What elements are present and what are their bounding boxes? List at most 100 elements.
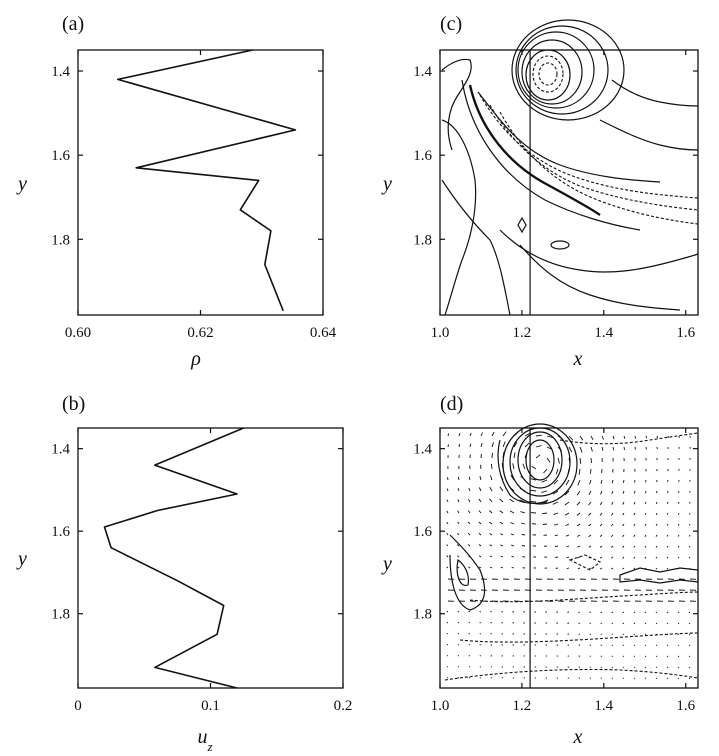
panel-a-xlabel: ρ [190, 348, 201, 370]
vector-arrow [530, 489, 537, 492]
vector-arrow [634, 479, 636, 483]
vector-arrow [588, 567, 592, 570]
vector-arrow [555, 468, 559, 475]
vector-arrow [458, 433, 461, 437]
y-tick-label: 1.4 [413, 64, 432, 80]
vector-arrow [480, 442, 483, 448]
vector-arrow [677, 534, 680, 537]
vector-arrow [611, 490, 614, 495]
vector-arrow [677, 677, 680, 679]
vector-arrow [535, 445, 542, 448]
vector-arrow [599, 534, 603, 538]
vector-arrow [588, 545, 592, 548]
vector-arrow [489, 566, 493, 569]
y-tick-label: 1.8 [51, 607, 70, 623]
vector-arrow [576, 523, 581, 527]
vector-arrow [633, 534, 636, 537]
vector-arrow [469, 432, 472, 437]
vector-arrow [468, 487, 471, 492]
vector-arrow [478, 510, 482, 514]
panel-c-outer-contour [441, 119, 477, 316]
panel-b-frame [77, 427, 344, 689]
y-tick-label: 1.4 [413, 442, 432, 458]
x-tick-label: 0.64 [310, 325, 337, 341]
vector-arrow [644, 622, 647, 625]
panel-c-label: (c) [440, 13, 462, 35]
vector-arrow [612, 446, 615, 451]
panel-c-front-curve [477, 91, 661, 183]
vector-arrow [524, 442, 530, 448]
vector-arrow [568, 446, 573, 453]
vector-arrow [633, 677, 636, 679]
panel-d-contours [444, 423, 699, 681]
vector-arrow [489, 510, 493, 514]
vector-arrow [666, 677, 669, 679]
vector-arrow [446, 621, 449, 624]
vector-arrow [589, 611, 592, 613]
vector-arrow [576, 490, 581, 496]
vector-arrow [577, 545, 581, 548]
vector-arrow [447, 444, 449, 448]
x-tick-label: 1.6 [676, 325, 695, 341]
vector-arrow [457, 632, 460, 635]
vector-arrow [677, 622, 680, 625]
vector-arrow [499, 498, 504, 503]
vector-arrow [457, 610, 460, 613]
panel-b: (b) 0 0.1 0.2 1.4 1.6 1.8 y uz [16, 393, 352, 754]
vector-arrow [645, 435, 648, 439]
panel-d-contour-ring [502, 423, 578, 505]
vector-arrow [530, 478, 537, 481]
vector-arrow [467, 510, 471, 514]
vector-arrow [655, 666, 658, 668]
vector-arrow [541, 479, 548, 483]
vector-arrow [576, 512, 581, 516]
vector-arrow [622, 490, 625, 494]
vector-arrow [554, 523, 559, 526]
vector-arrow [688, 534, 691, 537]
vector-arrow [555, 545, 559, 548]
vector-arrow [589, 468, 592, 474]
panel-a-label: (a) [62, 13, 84, 35]
vector-arrow [677, 523, 680, 526]
vector-arrow [590, 446, 593, 452]
vector-arrow [688, 644, 691, 647]
vector-arrow [611, 611, 614, 614]
vector-arrow [588, 512, 592, 516]
vector-arrow [688, 611, 691, 614]
panel-b-label: (b) [62, 393, 85, 415]
vector-arrow [666, 523, 669, 526]
panel-a-series-line [117, 49, 297, 312]
vector-arrow [644, 523, 647, 527]
vector-arrow [491, 431, 495, 437]
vector-arrow [633, 490, 636, 494]
vector-arrow [557, 457, 560, 464]
panel-c-contours [441, 19, 699, 316]
vector-arrow [446, 677, 449, 679]
vector-arrow [479, 622, 482, 624]
vector-arrow [446, 533, 449, 536]
vector-arrow [511, 566, 515, 569]
vector-arrow [566, 567, 570, 570]
panel-a: (a) 0.60 0.62 0.64 1.4 1.6 1.8 y ρ [16, 13, 337, 370]
vector-arrow [666, 556, 669, 559]
panel-d-ylabel: y [381, 553, 392, 575]
vector-arrow [457, 510, 460, 514]
vector-arrow [588, 490, 592, 496]
vector-arrow [524, 432, 531, 437]
vector-arrow [644, 677, 647, 679]
vector-arrow [633, 655, 636, 657]
vector-arrow [446, 521, 449, 525]
vector-arrow [688, 556, 691, 559]
vector-arrow [611, 644, 614, 646]
vector-arrow [566, 545, 570, 548]
vector-arrow [666, 512, 669, 515]
panel-c-dashed-contour [489, 104, 699, 211]
vector-arrow [633, 545, 636, 548]
vector-arrow [513, 452, 516, 459]
panel-d-label: (d) [440, 393, 463, 415]
vector-arrow [666, 622, 669, 625]
panel-c-contour-ring [515, 25, 609, 115]
vector-arrow [622, 534, 625, 538]
vector-arrow [478, 532, 482, 536]
vector-arrow [666, 666, 669, 668]
